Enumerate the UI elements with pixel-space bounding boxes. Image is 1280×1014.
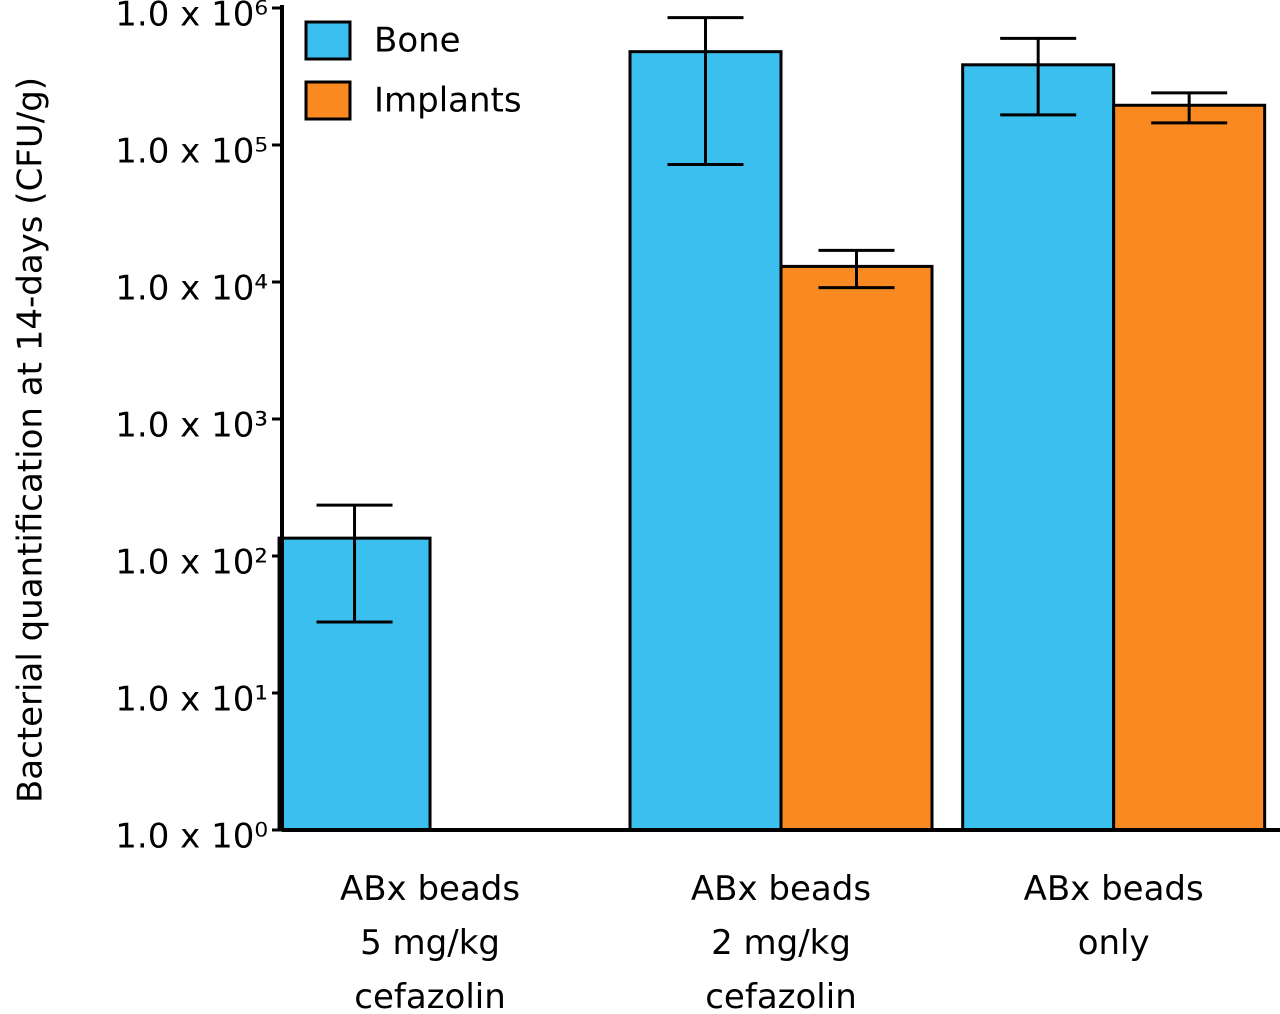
- y-tick-label: 1.0 x 10⁰: [115, 817, 268, 857]
- bar: [628, 50, 783, 832]
- legend-label: Bone: [374, 21, 461, 61]
- y-tick-label: 1.0 x 10¹: [115, 680, 268, 720]
- y-tick-label: 1.0 x 10⁶: [115, 0, 268, 35]
- y-tick-label: 1.0 x 10⁵: [115, 132, 268, 172]
- error-bar: [1151, 91, 1228, 125]
- x-tick-label: ABx beads 5 mg/kg cefazolin: [339, 869, 521, 1014]
- error-bar: [818, 248, 895, 290]
- error-bar: [1000, 36, 1077, 117]
- bar: [1112, 103, 1267, 832]
- y-tick-label: 1.0 x 10³: [115, 406, 268, 446]
- x-tick-label: ABx beads only: [1023, 869, 1204, 963]
- legend-label: Implants: [374, 81, 522, 121]
- y-tick-label: 1.0 x 10⁴: [115, 269, 268, 309]
- legend-swatch: [304, 20, 352, 61]
- y-tick-label: 1.0 x 10²: [115, 543, 268, 583]
- x-tick-label: ABx beads 2 mg/kg cefazolin: [690, 869, 872, 1014]
- legend-swatch: [304, 80, 352, 121]
- bar: [961, 63, 1116, 832]
- error-bar: [316, 503, 393, 624]
- error-bar: [667, 16, 744, 167]
- bar: [779, 264, 934, 832]
- y-axis-label: Bacterial quantification at 14-days (CFU…: [11, 77, 51, 803]
